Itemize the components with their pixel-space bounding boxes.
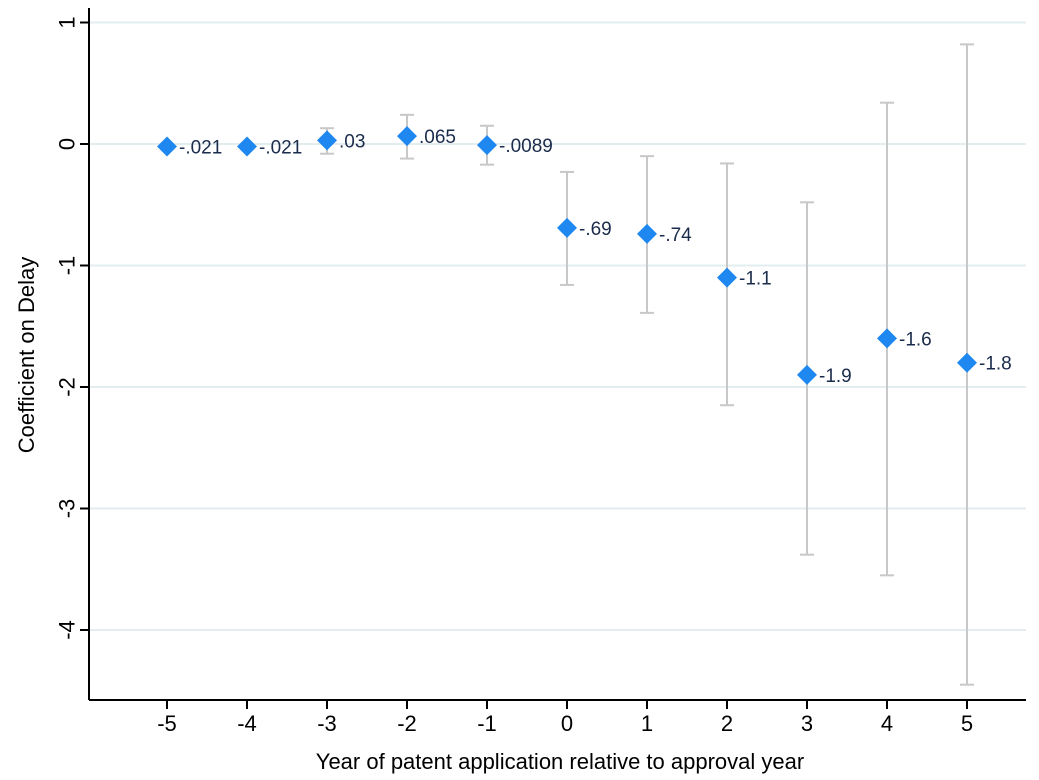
point-marker xyxy=(157,136,177,157)
point-label: .065 xyxy=(419,127,456,148)
point-marker xyxy=(397,126,417,147)
x-tick-label: -2 xyxy=(397,711,417,736)
y-tick-label: 0 xyxy=(55,138,80,150)
x-tick-label: 4 xyxy=(881,711,893,736)
point-marker xyxy=(317,130,337,151)
y-axis-title: Coefficient on Delay xyxy=(14,257,39,454)
point-label: -1.8 xyxy=(979,354,1012,375)
x-tick-label: -1 xyxy=(477,711,497,736)
x-tick-label: 3 xyxy=(801,711,813,736)
point-label: -.0089 xyxy=(499,136,553,157)
x-tick-label: 1 xyxy=(641,711,653,736)
y-tick-label: -3 xyxy=(55,499,80,519)
markers xyxy=(157,126,977,385)
point-marker xyxy=(637,223,657,244)
y-tick-label: -2 xyxy=(55,377,80,397)
point-label: -1.9 xyxy=(819,366,852,387)
x-tick-label: -3 xyxy=(317,711,337,736)
gridlines xyxy=(89,21,1026,631)
x-tick-label: 5 xyxy=(961,711,973,736)
x-tick-label: -4 xyxy=(237,711,257,736)
y-tick-label: -1 xyxy=(55,256,80,276)
point-label: -.021 xyxy=(179,138,222,159)
point-marker xyxy=(797,364,817,385)
point-label: -1.1 xyxy=(739,269,772,290)
point-label: -1.6 xyxy=(899,329,932,350)
y-tick-label: -4 xyxy=(55,620,80,640)
x-tick-label: -5 xyxy=(157,711,177,736)
point-marker xyxy=(237,136,257,157)
point-marker xyxy=(717,267,737,288)
point-marker xyxy=(957,352,977,373)
point-label: -.021 xyxy=(259,138,302,159)
x-tick-label: 2 xyxy=(721,711,733,736)
point-marker xyxy=(877,328,897,349)
x-axis-title: Year of patent application relative to a… xyxy=(316,749,804,774)
data-labels: -.021 -.021 .03 .065 -.0089 -.69 -.74 -1.1 -1.9 -… xyxy=(179,127,1012,387)
x-tick-label: 0 xyxy=(561,711,573,736)
point-marker xyxy=(557,217,577,238)
point-marker xyxy=(477,135,497,156)
point-label: -.69 xyxy=(579,219,612,240)
axes: 1 0 -1 -2 -3 -4 -5 -4 -3 -2 -1 0 1 2 3 4 5 xyxy=(55,8,1026,736)
point-label: .03 xyxy=(339,131,365,152)
point-label: -.74 xyxy=(659,225,692,246)
y-tick-label: 1 xyxy=(55,16,80,28)
